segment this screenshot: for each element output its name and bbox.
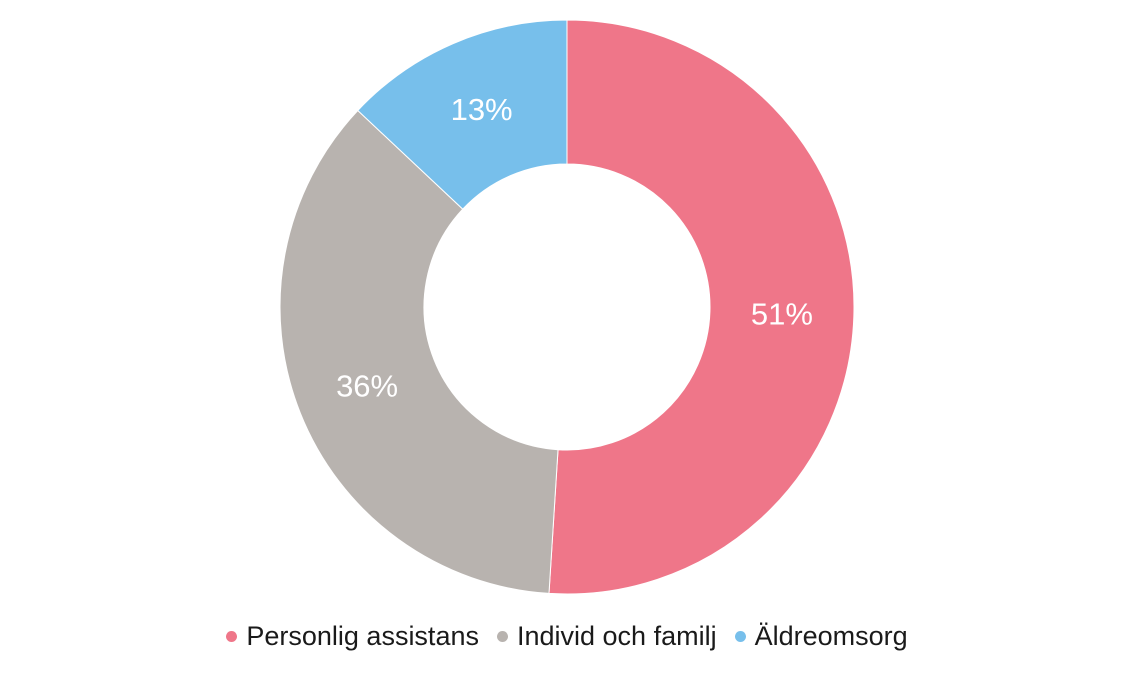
legend-label-personlig-assistans: Personlig assistans (246, 620, 479, 651)
slice-label-individ-och-familj: 36% (336, 369, 398, 404)
legend-item-individ-och-familj: Individ och familj (496, 620, 717, 652)
legend-swatch-personlig-assistans (226, 630, 238, 642)
legend-label-individ-och-familj: Individ och familj (516, 620, 717, 651)
slice-labels: 51% 36% 13% (336, 92, 813, 403)
donut-slices (279, 19, 855, 595)
legend-item-personlig-assistans: Personlig assistans (226, 621, 479, 652)
legend-label-aldreomsorg: Äldreomsorg (754, 620, 908, 651)
slice-individ-och-familj (279, 109, 559, 594)
legend-swatch-aldreomsorg (734, 630, 746, 642)
legend-swatch-individ-och-familj (496, 630, 508, 642)
slice-personlig-assistans (548, 19, 855, 595)
slice-label-aldreomsorg: 13% (451, 92, 513, 127)
slice-aldreomsorg (357, 19, 568, 210)
chart-legend: Personlig assistans Individ och familj Äld… (0, 613, 1134, 659)
legend-item-aldreomsorg: Äldreomsorg (734, 620, 908, 652)
slice-label-personlig-assistans: 51% (751, 296, 813, 331)
